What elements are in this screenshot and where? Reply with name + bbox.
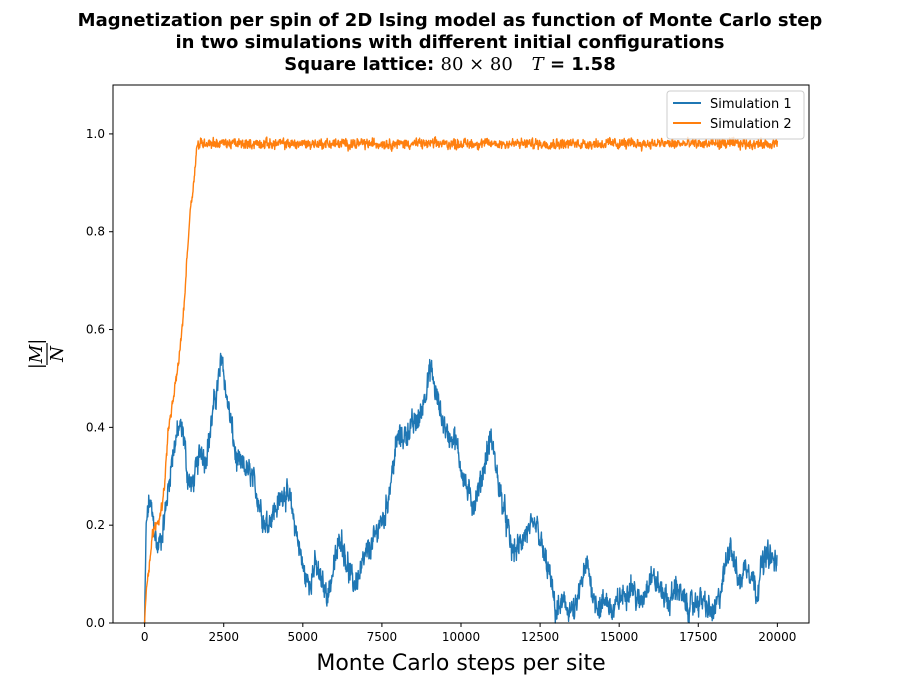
y-tick-label: 0.4 bbox=[86, 420, 105, 434]
y-tick-label: 0.0 bbox=[86, 616, 105, 630]
x-tick-label: 17500 bbox=[679, 630, 717, 644]
title-temperature-value: = 1.58 bbox=[549, 54, 616, 75]
legend-label-simulation-1: Simulation 1 bbox=[710, 97, 792, 112]
title-lattice-size: 80 × 80 bbox=[440, 54, 513, 75]
y-axis-label-denominator: N bbox=[47, 345, 68, 363]
x-tick-label: 12500 bbox=[521, 630, 559, 644]
x-axis: 0 2500 5000 7500 10000 12500 15000 17500 20000 bbox=[141, 623, 796, 644]
plot-frame bbox=[112, 84, 810, 624]
x-tick-label: 0 bbox=[141, 630, 149, 644]
y-tick-label: 0.6 bbox=[86, 323, 105, 337]
x-tick-label: 15000 bbox=[600, 630, 638, 644]
legend-label-simulation-2: Simulation 2 bbox=[710, 117, 792, 132]
x-axis-label: Monte Carlo steps per site bbox=[316, 651, 605, 676]
title-line-2: in two simulations with different initia… bbox=[175, 32, 725, 53]
x-tick-label: 7500 bbox=[367, 630, 398, 644]
y-tick-label: 0.2 bbox=[86, 518, 105, 532]
x-tick-label: 5000 bbox=[288, 630, 319, 644]
series-layer bbox=[143, 136, 779, 624]
y-tick-label: 0.8 bbox=[86, 225, 105, 239]
series-line-simulation-2 bbox=[143, 136, 779, 624]
legend: Simulation 1 Simulation 2 bbox=[666, 90, 805, 140]
title-lattice-prefix: Square lattice: bbox=[284, 54, 435, 75]
y-axis-label-numerator: |M| bbox=[26, 339, 47, 370]
series-line-simulation-1 bbox=[143, 352, 778, 624]
y-axis-label: |M| N bbox=[26, 339, 68, 370]
legend-box bbox=[666, 90, 805, 140]
title-temperature-symbol: T bbox=[531, 54, 544, 75]
x-tick-label: 2500 bbox=[208, 630, 239, 644]
x-tick-label: 20000 bbox=[758, 630, 796, 644]
y-tick-label: 1.0 bbox=[86, 127, 105, 141]
x-tick-label: 10000 bbox=[442, 630, 480, 644]
title-line-3: Square lattice: 80 × 80 T = 1.58 bbox=[0, 54, 900, 76]
y-axis: 0.0 0.2 0.4 0.6 0.8 1.0 bbox=[86, 127, 113, 630]
chart-title: Magnetization per spin of 2D Ising model… bbox=[0, 10, 900, 76]
title-line-1: Magnetization per spin of 2D Ising model… bbox=[77, 10, 823, 31]
